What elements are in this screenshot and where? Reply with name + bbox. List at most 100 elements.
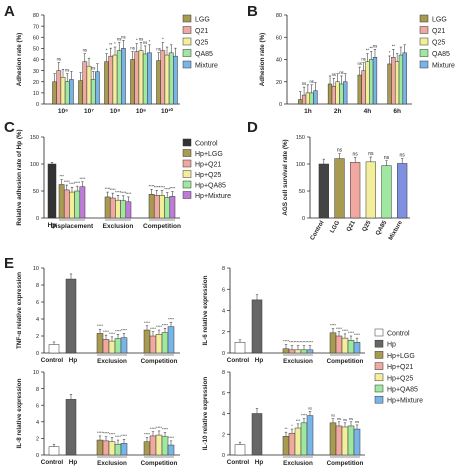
bar-c bbox=[58, 184, 65, 219]
y-tick-label: 8 bbox=[36, 283, 39, 289]
legend-label: Hp+QA85 bbox=[195, 183, 226, 190]
bar-e1 bbox=[155, 334, 163, 354]
legend-swatch bbox=[374, 384, 384, 393]
bar-c bbox=[148, 193, 155, 219]
legend-label: QA85 bbox=[432, 51, 450, 58]
legend-swatch bbox=[182, 14, 192, 23]
sig-label: **** bbox=[156, 426, 162, 430]
y-tick-label: 8 bbox=[222, 266, 225, 272]
y-tick-label: 0 bbox=[222, 351, 225, 357]
legend-label: LGG bbox=[432, 17, 447, 24]
legend-swatch bbox=[182, 159, 192, 168]
x-tick-label: Control bbox=[41, 459, 64, 466]
bar-a bbox=[86, 65, 92, 105]
bar-e2 bbox=[282, 348, 290, 354]
sig-label: ns bbox=[337, 148, 343, 154]
bar-e3 bbox=[149, 435, 157, 456]
y-axis-label: Adhesion rate (%) bbox=[259, 33, 266, 87]
y-tick-label: 80 bbox=[276, 13, 282, 19]
bar-e4 bbox=[347, 425, 355, 456]
x-tick-label: Q25 bbox=[362, 219, 373, 232]
x-tick-label: Hp bbox=[69, 357, 78, 364]
bar-e3 bbox=[96, 439, 104, 456]
bar-c bbox=[104, 196, 111, 219]
bar-a bbox=[69, 79, 74, 105]
bar-a bbox=[134, 51, 140, 105]
legend-label: Hp+QA85 bbox=[387, 387, 418, 394]
x-tick-label: 10⁶ bbox=[58, 108, 68, 115]
legend-swatch bbox=[374, 339, 384, 348]
sig-label: * bbox=[389, 50, 391, 55]
legend-label: Q25 bbox=[195, 40, 208, 47]
bar-e1 bbox=[120, 337, 128, 354]
bar-c bbox=[164, 197, 171, 219]
y-tick-label: 0 bbox=[36, 351, 39, 357]
legend-swatch bbox=[182, 180, 192, 189]
bar-c bbox=[115, 199, 121, 219]
bar-e2 bbox=[329, 332, 337, 354]
sig-label: **** bbox=[110, 188, 116, 192]
bar-c bbox=[69, 191, 75, 219]
y-tick-label: 10 bbox=[33, 370, 39, 376]
bar-e3 bbox=[65, 399, 77, 456]
sig-label: **** bbox=[144, 321, 150, 325]
bar-a bbox=[52, 81, 57, 105]
bar-a bbox=[116, 50, 122, 105]
legend-swatch bbox=[419, 26, 429, 34]
sig-label: *** bbox=[59, 175, 64, 179]
bar-a bbox=[95, 71, 100, 105]
x-tick-label: Control bbox=[227, 459, 250, 466]
bar-e1 bbox=[48, 344, 60, 354]
x-tick-label: LGG bbox=[330, 220, 342, 235]
axes-e1: 0 2 4 6 8 10 TNF-α relative expression Control H… bbox=[16, 266, 180, 365]
sig-label: ns bbox=[91, 66, 95, 71]
bar-d bbox=[350, 162, 361, 219]
y-tick-label: 2 bbox=[222, 432, 225, 438]
legend-swatch bbox=[419, 14, 429, 23]
axes-e3: 0 2 4 6 8 10 IL-8 relative expression Control Hp… bbox=[16, 370, 180, 467]
sig-label: ns bbox=[337, 417, 341, 421]
bar-e1 bbox=[96, 333, 104, 354]
legend-label: QA85 bbox=[195, 51, 213, 58]
bar-e3 bbox=[143, 441, 151, 456]
y-tick-label: 8 bbox=[222, 370, 225, 376]
bar-a bbox=[173, 55, 178, 105]
bar-a bbox=[147, 52, 152, 105]
legend-b: LGG Q21 Q25 QA85 Mixture bbox=[419, 14, 455, 70]
sig-label: **** bbox=[79, 177, 85, 181]
bar-b bbox=[361, 70, 366, 105]
bar-b bbox=[327, 83, 333, 105]
y-tick-label: 150 bbox=[30, 135, 39, 141]
y-axis-label: Adhesion rate (%) bbox=[16, 33, 23, 87]
legend-label: Mixture bbox=[432, 63, 455, 70]
legend-swatch bbox=[182, 170, 192, 178]
bar-a bbox=[78, 80, 83, 105]
bar-e4 bbox=[341, 426, 349, 456]
bar-e4 bbox=[234, 444, 246, 456]
bar-a bbox=[160, 50, 166, 105]
x-tick-label: Hp bbox=[255, 459, 264, 466]
bar-b bbox=[369, 59, 374, 105]
sig-label: **** bbox=[348, 331, 354, 335]
sig-label: ns bbox=[57, 57, 61, 62]
y-axis-label: AGS cell survival rate (%) bbox=[282, 139, 289, 215]
x-tick-label: 4h bbox=[364, 108, 372, 115]
bar-e2 bbox=[294, 349, 302, 354]
y-tick-label: 20 bbox=[33, 80, 39, 86]
bar-c bbox=[47, 163, 57, 219]
bar-b bbox=[391, 57, 396, 105]
x-tick-label: Competition bbox=[141, 358, 178, 365]
sig-label: **** bbox=[69, 182, 75, 186]
sig-label: **** bbox=[64, 180, 70, 184]
bar-a bbox=[108, 55, 114, 105]
x-tick-label: 10⁸ bbox=[110, 108, 120, 115]
y-tick-label: 60 bbox=[33, 35, 39, 41]
y-tick-label: 6 bbox=[36, 403, 39, 409]
bar-d bbox=[318, 163, 329, 219]
legend-label: Hp bbox=[387, 342, 396, 349]
sig-label: * bbox=[114, 41, 116, 46]
x-tick-label: 6h bbox=[393, 108, 401, 115]
bar-b bbox=[357, 74, 362, 105]
y-axis-label: Relative adhesion rate of Hp (%) bbox=[16, 129, 23, 225]
